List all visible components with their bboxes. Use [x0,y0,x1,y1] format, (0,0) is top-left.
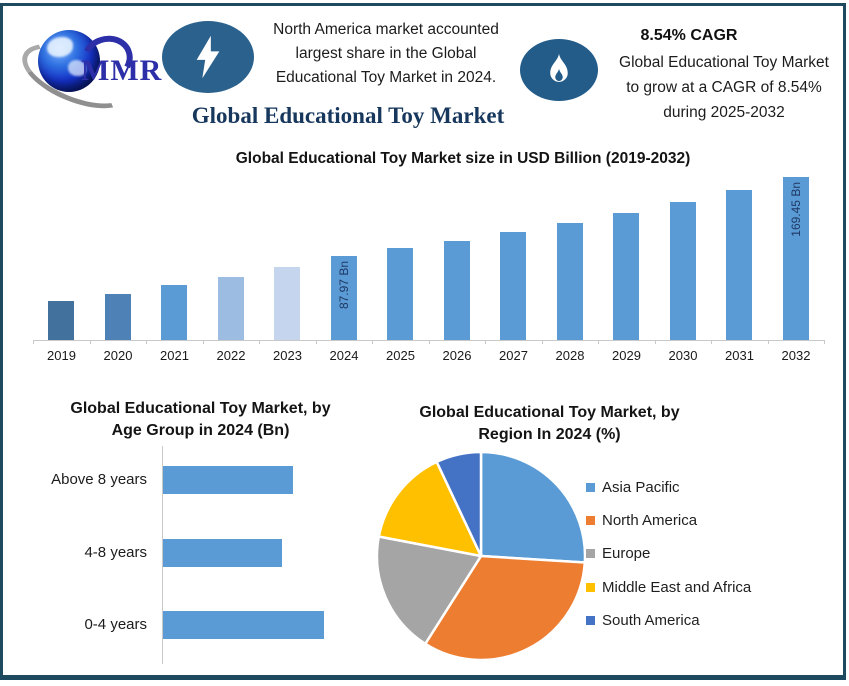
bar-2032: 169.45 Bn [782,177,809,340]
legend-label: South America [602,611,700,629]
bar-2026 [443,240,470,340]
pie-slice-asia-pacific [479,450,587,564]
left-callout-line: North America market accounted [273,21,499,38]
legend-label: Asia Pacific [602,478,680,496]
bar-2025 [387,248,414,340]
lightning-icon [196,35,220,79]
bar-2030 [669,201,696,340]
axis-tick [824,340,825,344]
page-title: Global Educational Toy Market [191,103,505,128]
year-label-2031: 2031 [725,348,754,363]
year-label-2032: 2032 [781,348,811,363]
pie-slice-middle-east-and-africa [377,460,483,558]
bar-value-label-2024: 87.97 Bn [336,260,351,309]
axis-tick [541,340,543,344]
year-label-2029: 2029 [612,348,641,363]
infographic-frame: MMR North America market accounted large… [0,3,846,680]
year-label-2028: 2028 [555,348,585,363]
legend-item-south-america: South America [586,610,700,630]
legend-swatch [586,582,595,592]
axis-tick [598,340,599,344]
bar-2020 [104,293,131,340]
age-bar-1 [163,539,282,567]
axis-tick [767,340,769,344]
year-label-2023: 2023 [273,348,302,363]
flame-badge [520,39,598,101]
year-label-2020: 2020 [103,348,133,363]
age-category-label: 4-8 years [84,544,147,561]
bar-2022 [217,277,244,340]
pie-slice-europe [375,535,483,646]
legend-item-asia-pacific: Asia Pacific [586,477,680,497]
market-size-plot: 2019 2020 2021 2022 2023 87.97 Bn 2024 2025 2026… [33,146,825,376]
age-bar-2 [163,611,324,639]
pie-slice-south-america [435,450,483,558]
axis-tick [315,340,317,344]
region-pie [375,450,587,662]
legend-swatch [586,515,595,525]
axis-tick [202,340,204,344]
left-callout: North America market accounted largest s… [255,18,517,90]
lightning-badge [162,21,254,93]
logo-text: MMR [81,54,163,87]
bar-2028 [556,222,583,340]
flame-icon [550,53,568,82]
axis-tick [654,340,656,344]
left-callout-line: Educational Toy Market in 2024. [275,69,497,86]
year-label-2027: 2027 [499,348,528,363]
globe-icon [38,30,100,92]
bar-2021 [161,285,188,340]
bar-2023 [274,266,301,340]
legend-item-middle-east-and-africa: Middle East and Africa [586,577,751,597]
age-bar-0 [163,466,294,494]
year-label-2019: 2019 [47,348,76,363]
legend-item-north-america: North America [586,510,697,530]
axis-tick [485,340,486,344]
age-category-label: 0-4 years [84,616,147,633]
axis-tick [33,340,34,344]
legend-label: Europe [602,544,651,562]
axis-tick [146,340,147,344]
bar-2027 [500,232,527,340]
legend-swatch [586,615,595,625]
legend-label: North America [602,511,698,529]
bar-2019 [48,300,75,340]
year-label-2025: 2025 [386,348,415,363]
market-size-chart-title: Global Educational Toy Market size in US… [235,150,691,167]
legend-item-europe: Europe [586,543,650,563]
bar-2024: 87.97 Bn [330,255,357,340]
cagr-heading: 8.54% CAGR [640,27,738,44]
bar-value-label-2032: 169.45 Bn [788,182,803,238]
axis-tick [372,340,373,344]
bar-2031 [726,190,753,340]
pie-legend: Asia Pacific North America Europe Middle Ea… [586,477,826,642]
age-group-chart-title: Global Educational Toy Market, by Age Gr… [70,400,331,439]
year-label-2026: 2026 [442,348,472,363]
bar-2029 [613,212,640,340]
left-callout-line: largest share in the Global [295,45,477,62]
mmr-logo: MMR [13,16,165,122]
axis-tick [428,340,430,344]
axis-tick [89,340,91,344]
legend-swatch [586,482,595,492]
axis-tick [711,340,712,344]
legend-label: Middle East and Africa [602,578,752,596]
right-callout: Global Educational Toy Market to grow at… [601,50,847,125]
year-label-2022: 2022 [216,348,246,363]
right-callout-line: Global Educational Toy Market [619,54,829,71]
year-label-2030: 2030 [668,348,698,363]
legend-swatch [586,548,595,558]
x-axis-line [33,340,824,341]
axis-tick [259,340,260,344]
right-callout-line: during 2025-2032 [663,104,785,121]
year-label-2021: 2021 [160,348,189,363]
right-callout-line: to grow at a CAGR of 8.54% [626,79,822,96]
region-pie-title: Global Educational Toy Market, by Region… [419,404,680,443]
age-group-axis-line [162,446,163,664]
age-category-label: Above 8 years [51,471,147,488]
year-label-2024: 2024 [329,348,359,363]
